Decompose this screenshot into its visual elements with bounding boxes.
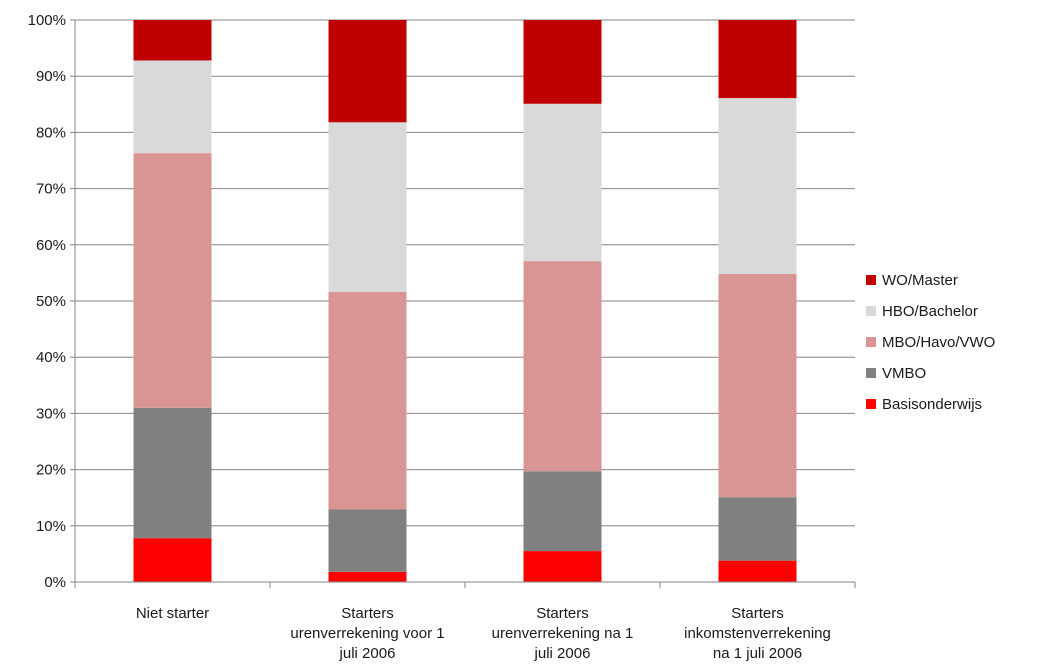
y-axis: 0% 10% 20% 30% 40% 50% 60% 70% 80% 90% 100%	[28, 12, 76, 591]
bar-segment-basisonderwijs	[718, 560, 797, 582]
bar-segment-vmbo	[718, 497, 797, 561]
legend-swatch-wo-master	[866, 275, 876, 285]
bar-segment-hbo-bachelor	[133, 60, 212, 154]
bar-segment-wo-master	[523, 20, 602, 104]
bars	[133, 20, 797, 582]
legend-swatch-basisonderwijs	[866, 399, 876, 409]
bar-segment-wo-master	[328, 20, 407, 123]
x-category-label: Niet starter	[136, 605, 209, 622]
x-axis: Niet starter Starters urenverrekening voor…	[74, 581, 856, 662]
y-tick-label: 80%	[36, 124, 66, 141]
legend-label-hbo-bachelor: HBO/Bachelor	[882, 303, 978, 320]
y-tick-label: 20%	[36, 462, 66, 479]
x-category-label: Starters urenverrekening na 1 juli 2006	[492, 605, 634, 662]
y-tick-label: 0%	[44, 574, 66, 591]
y-tick-label: 10%	[36, 518, 66, 535]
legend-swatch-hbo-bachelor	[866, 306, 876, 316]
legend-label-basisonderwijs: Basisonderwijs	[882, 396, 982, 413]
bar-segment-mbo-havo-vwo	[133, 153, 212, 408]
bar-segment-hbo-bachelor	[523, 103, 602, 262]
bar-segment-mbo-havo-vwo	[718, 274, 797, 498]
bar-segment-hbo-bachelor	[718, 98, 797, 275]
x-category-label: Starters urenverrekening voor 1 juli 2006	[290, 605, 444, 662]
bar-segment-basisonderwijs	[133, 538, 212, 582]
bar-segment-mbo-havo-vwo	[523, 261, 602, 472]
y-tick-label: 100%	[28, 12, 66, 29]
legend-swatch-vmbo	[866, 368, 876, 378]
y-tick-label: 30%	[36, 405, 66, 422]
legend-swatch-mbo-havo-vwo	[866, 337, 876, 347]
bar-segment-basisonderwijs	[328, 571, 407, 582]
bar-segment-basisonderwijs	[523, 551, 602, 582]
legend: WO/Master HBO/Bachelor MBO/Havo/VWO VMBO Bas…	[866, 272, 995, 413]
legend-label-mbo-havo-vwo: MBO/Havo/VWO	[882, 334, 995, 351]
y-tick-label: 90%	[36, 68, 66, 85]
legend-label-wo-master: WO/Master	[882, 272, 958, 289]
x-category-label: Starters inkomstenverrekening na 1 juli 20…	[684, 605, 831, 662]
bar-segment-mbo-havo-vwo	[328, 292, 407, 510]
bar-segment-vmbo	[523, 471, 602, 552]
y-tick-label: 40%	[36, 349, 66, 366]
y-tick-label: 50%	[36, 293, 66, 310]
legend-label-vmbo: VMBO	[882, 365, 926, 382]
bar-segment-vmbo	[133, 407, 212, 539]
bar-segment-hbo-bachelor	[328, 122, 407, 293]
bar-segment-wo-master	[718, 20, 797, 99]
bar-segment-vmbo	[328, 509, 407, 572]
y-tick-label: 70%	[36, 181, 66, 198]
y-tick-label: 60%	[36, 237, 66, 254]
bar-segment-wo-master	[133, 20, 212, 61]
